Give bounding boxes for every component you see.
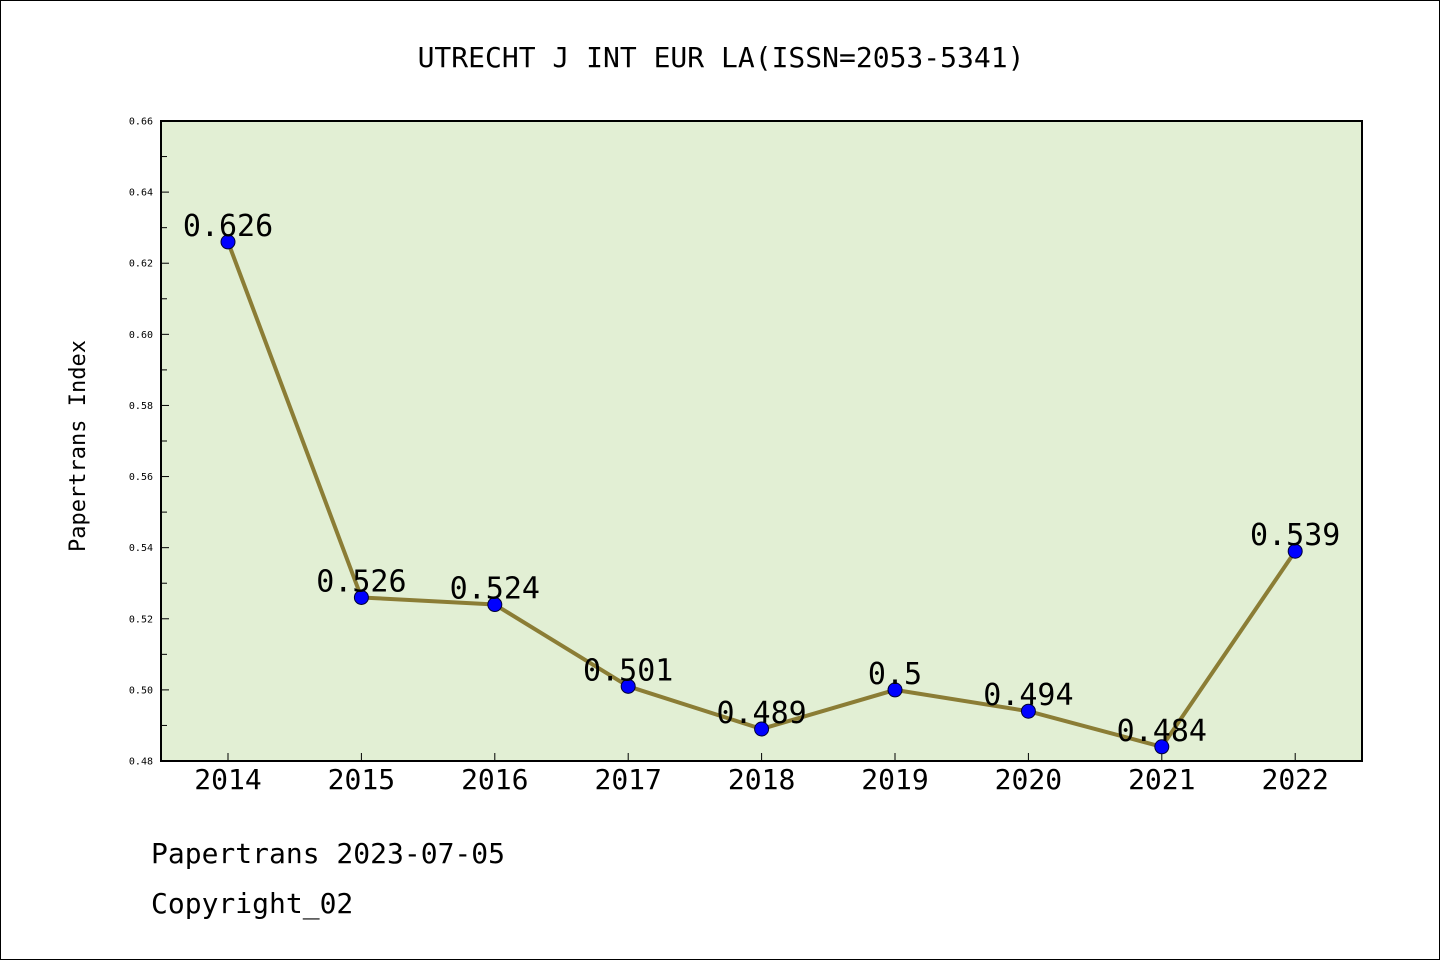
data-label: 0.526 <box>316 564 406 599</box>
y-tick-label: 0.54 <box>129 543 153 554</box>
footer-copyright: Copyright_02 <box>151 887 354 920</box>
y-tick-label: 0.52 <box>129 614 153 625</box>
chart-title: UTRECHT J INT EUR LA(ISSN=2053-5341) <box>418 41 1025 74</box>
y-tick-label: 0.56 <box>129 472 153 483</box>
data-point-marker <box>353 589 369 605</box>
data-point-marker <box>887 682 903 698</box>
y-tick-label: 0.48 <box>129 757 153 768</box>
data-label: 0.5 <box>868 657 922 692</box>
x-tick-label: 2021 <box>1128 763 1195 796</box>
footer-date: Papertrans 2023-07-05 <box>151 837 506 870</box>
data-label: 0.494 <box>983 678 1073 713</box>
y-tick-label: 0.62 <box>129 259 153 270</box>
data-label: 0.524 <box>450 572 540 607</box>
x-tick-label: 2014 <box>194 763 261 796</box>
data-label-group: 0.626 0.526 0.524 0.501 0.489 0.5 0.494 0.484 0.… <box>183 209 1341 749</box>
y-tick-label: 0.66 <box>129 117 153 128</box>
x-tick-label: 2015 <box>328 763 395 796</box>
data-label: 0.626 <box>183 209 273 244</box>
series-line-group <box>220 234 1303 755</box>
y-tick-label: 0.60 <box>129 330 153 341</box>
data-label: 0.539 <box>1250 518 1340 553</box>
plot-area <box>161 121 1362 761</box>
plot-border <box>160 120 1363 762</box>
data-point-marker <box>220 234 236 250</box>
data-label: 0.501 <box>583 653 673 688</box>
y-tick-label: 0.50 <box>129 685 153 696</box>
data-point-marker <box>620 678 636 694</box>
data-label: 0.489 <box>716 696 806 731</box>
data-point-marker <box>754 721 770 737</box>
data-point-marker <box>487 597 503 613</box>
x-tick-label: 2019 <box>861 763 928 796</box>
y-axis: 0.48 0.50 0.52 0.54 0.56 0.58 0.60 0.62 0.64 0.66 <box>129 117 169 768</box>
x-tick-label: 2016 <box>461 763 528 796</box>
y-tick-label: 0.64 <box>129 188 153 199</box>
x-tick-label: 2018 <box>728 763 795 796</box>
y-tick-label: 0.58 <box>129 401 153 412</box>
data-point-marker <box>1020 703 1036 719</box>
data-label: 0.484 <box>1117 714 1207 749</box>
x-tick-label: 2017 <box>594 763 661 796</box>
x-axis: 2014 2015 2016 2017 2018 2019 2020 2021 2022 <box>194 753 1329 796</box>
data-point-marker <box>1287 543 1303 559</box>
y-axis-title: Papertrans Index <box>66 340 91 552</box>
x-tick-label: 2022 <box>1261 763 1328 796</box>
x-tick-label: 2020 <box>995 763 1062 796</box>
data-point-marker <box>1154 739 1170 755</box>
